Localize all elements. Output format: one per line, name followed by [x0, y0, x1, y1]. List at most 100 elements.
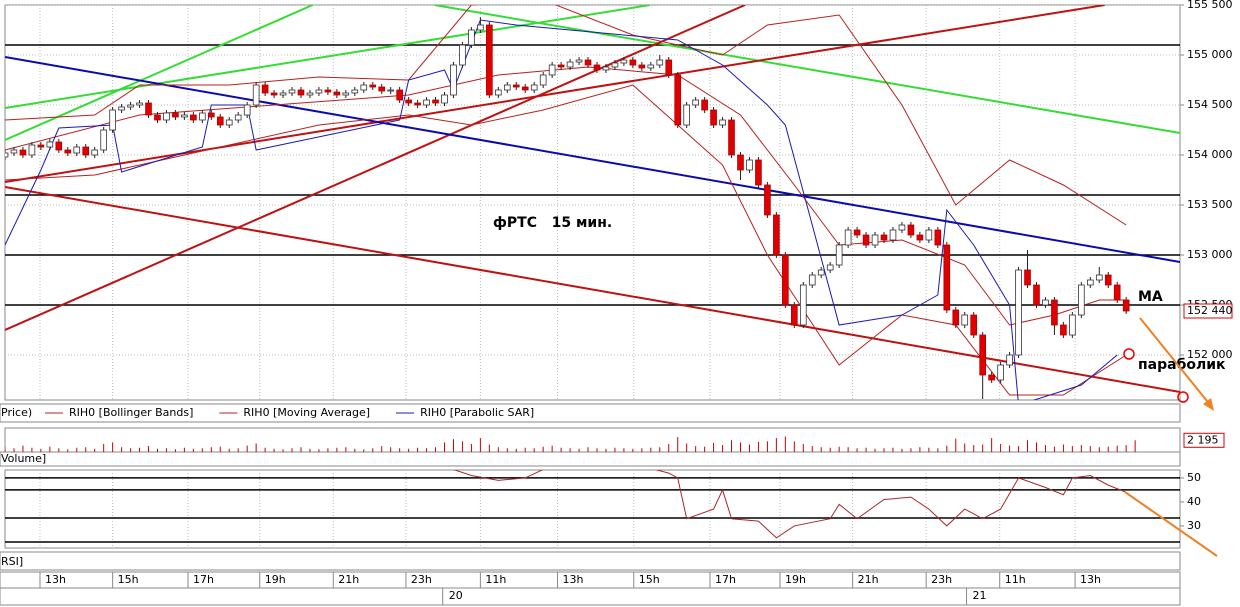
trend-line: [5, 5, 746, 331]
candle-body: [808, 274, 816, 286]
candle-body: [961, 314, 969, 326]
candle-body: [737, 154, 744, 171]
candle-body: [360, 84, 368, 91]
candle-body: [638, 64, 646, 69]
candle-body: [1015, 269, 1022, 356]
indicator-line: [5, 5, 1127, 226]
legend-row: [0, 403, 1181, 423]
candle-body: [665, 59, 673, 76]
candle-body: [916, 234, 924, 241]
forecast-arrowhead: [1203, 398, 1214, 411]
candle-body: [566, 61, 574, 68]
y-tick-label: 153 500: [1187, 198, 1233, 211]
candle-body: [154, 114, 161, 121]
candle-body: [773, 214, 780, 256]
candle-body: [584, 59, 592, 66]
candle-body: [261, 84, 269, 94]
candle-body: [468, 29, 475, 46]
candle-body: [548, 64, 556, 76]
candle-body: [73, 146, 81, 154]
candle-body: [1006, 354, 1013, 366]
volume-value-label: 2 195: [1187, 433, 1219, 446]
candle-body: [611, 62, 619, 68]
candle-body: [602, 66, 610, 71]
trend-line: [434, 5, 1180, 134]
candle-body: [943, 244, 951, 311]
candle-body: [181, 114, 188, 118]
candle-body: [620, 59, 628, 64]
x-tick-label: 19h: [785, 573, 806, 586]
candle-body: [907, 224, 915, 236]
candle-body: [64, 149, 72, 154]
volume-label: Volume]: [1, 452, 46, 465]
candle-body: [279, 92, 287, 96]
x-tick-label: 19h: [265, 573, 286, 586]
candle-body: [889, 229, 897, 241]
candle-body: [369, 84, 377, 88]
x-tick-label: 11h: [485, 573, 506, 586]
candle-body: [172, 112, 179, 118]
candle-body: [1024, 269, 1031, 286]
candle-body: [593, 64, 601, 71]
trend-line: [5, 56, 1180, 263]
trend-marker: [1177, 391, 1189, 403]
candle-body: [575, 59, 583, 63]
rsi-tick-label: 40: [1187, 495, 1201, 508]
candle-body: [826, 264, 834, 271]
rsi-tick-label: 50: [1187, 471, 1201, 484]
candle-body: [862, 234, 870, 246]
x-tick-label: 23h: [931, 573, 952, 586]
candle-body: [1078, 284, 1085, 316]
candle-body: [871, 234, 879, 246]
candle-body: [288, 89, 296, 94]
x-tick-label: 17h: [715, 573, 736, 586]
candle-body: [799, 284, 807, 326]
candle-body: [5, 152, 9, 158]
candle-body: [324, 89, 332, 93]
candle-body: [252, 84, 260, 106]
candle-body: [997, 364, 1004, 381]
candle-body: [1051, 299, 1058, 326]
candle-body: [853, 229, 861, 236]
candle-body: [91, 149, 99, 156]
candle-body: [414, 102, 421, 106]
candle-body: [530, 84, 538, 91]
volume-value-box: [1183, 432, 1225, 448]
candle-body: [136, 102, 143, 106]
legend-label: RIH0 [Parabolic SAR]: [420, 406, 534, 419]
price-panel: [4, 4, 1181, 401]
candle-body: [692, 99, 699, 106]
candle-body: [459, 44, 466, 66]
candle-body: [1122, 299, 1130, 312]
candle-body: [898, 224, 906, 231]
price-plot: [5, 5, 1180, 400]
candle-body: [387, 89, 395, 92]
y-tick-label: 153 000: [1187, 248, 1233, 261]
indicator-line: [5, 66, 1127, 326]
sar-marker: [1123, 348, 1135, 360]
x-tick-label: 17h: [193, 573, 214, 586]
candle-body: [46, 141, 54, 148]
candle-body: [521, 86, 529, 91]
candle-body: [243, 104, 251, 116]
candle-body: [297, 89, 305, 96]
candle-body: [19, 149, 27, 156]
x-tick-label: 23h: [411, 573, 432, 586]
candle-body: [817, 269, 825, 276]
candle-body: [1113, 284, 1121, 301]
candle-body: [37, 144, 45, 148]
rsi-label-row: [0, 551, 1181, 571]
candle-body: [782, 254, 789, 306]
candle-body: [315, 89, 323, 94]
candle-body: [764, 184, 771, 216]
forecast-arrow: [1139, 317, 1212, 407]
candle-body: [656, 59, 664, 66]
candle-body: [423, 99, 430, 106]
candle-body: [127, 104, 134, 108]
candle-body: [333, 91, 341, 96]
candle-body: [109, 109, 116, 131]
y-tick-label: 154 500: [1187, 98, 1233, 111]
trend-line: [5, 5, 651, 109]
candle-body: [557, 64, 565, 68]
date-axis: [0, 587, 1181, 606]
